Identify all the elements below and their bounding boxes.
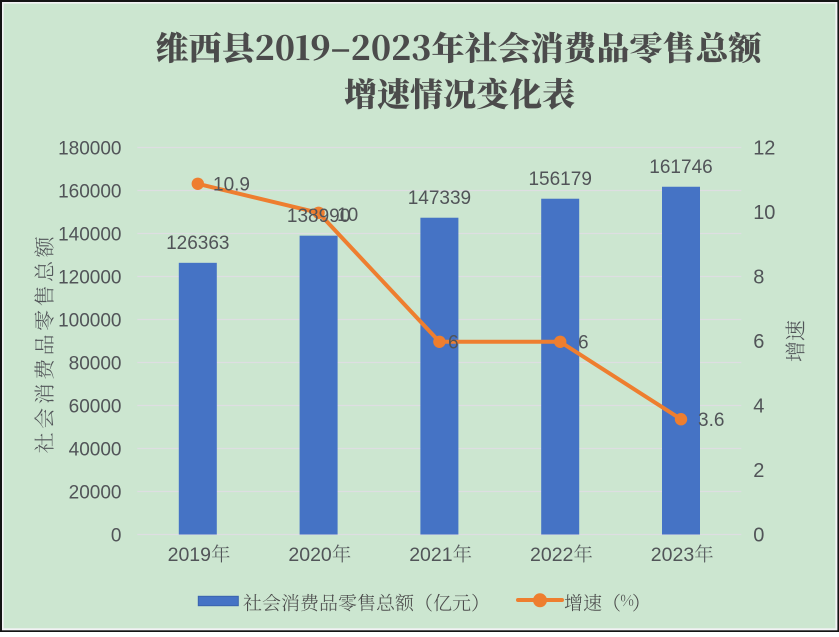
svg-text:2: 2: [753, 460, 764, 482]
svg-text:126363: 126363: [166, 233, 229, 254]
svg-text:10: 10: [753, 202, 775, 224]
svg-text:120000: 120000: [58, 267, 121, 288]
svg-text:180000: 180000: [58, 138, 121, 159]
svg-text:156179: 156179: [528, 169, 591, 190]
svg-text:80000: 80000: [69, 353, 122, 374]
svg-text:6: 6: [753, 331, 764, 353]
svg-text:2022: 2022: [530, 544, 573, 566]
svg-text:161746: 161746: [649, 157, 712, 178]
svg-text:100000: 100000: [58, 310, 121, 331]
svg-text:8: 8: [753, 267, 764, 289]
svg-text:3.6: 3.6: [698, 410, 724, 431]
svg-text:160000: 160000: [58, 181, 121, 202]
svg-text:6: 6: [448, 332, 459, 353]
svg-text:0: 0: [753, 525, 764, 547]
svg-text:140000: 140000: [58, 224, 121, 245]
svg-text:20000: 20000: [69, 482, 122, 503]
svg-text:138990: 138990: [287, 206, 350, 227]
svg-text:2019: 2019: [168, 544, 211, 566]
svg-text:0: 0: [111, 525, 122, 546]
svg-text:4: 4: [753, 396, 764, 418]
svg-text:2023: 2023: [651, 544, 694, 566]
svg-text:10: 10: [337, 205, 358, 226]
svg-text:6: 6: [578, 332, 589, 353]
svg-text:10.9: 10.9: [213, 174, 250, 195]
svg-text:147339: 147339: [408, 188, 471, 209]
svg-text:12: 12: [753, 138, 775, 160]
svg-text:60000: 60000: [69, 396, 122, 417]
svg-text:40000: 40000: [69, 439, 122, 460]
svg-text:2020: 2020: [288, 544, 332, 566]
svg-text:2021: 2021: [409, 544, 452, 566]
